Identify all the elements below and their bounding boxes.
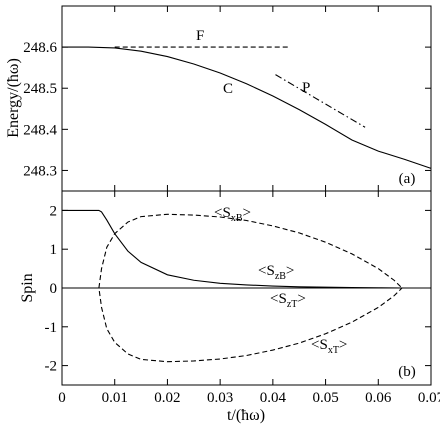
panel-a-series <box>62 46 432 169</box>
panel-b-label: (b) <box>398 364 416 380</box>
panel-a: 248.3 248.4 248.5 248.6 Energy/(ħω) (a) F C… <box>5 5 432 192</box>
panel-b-series-0-line <box>62 209 431 289</box>
panel-b-y-tick-label: 0 <box>50 281 58 297</box>
panel-b-series-3-line <box>62 287 403 363</box>
panel-b: -2 -1 0 1 2 0 0.01 0.02 0.03 0.04 0.05 0.06 0.07 Sp… <box>19 190 440 424</box>
x-axis-title: t/(ħω) <box>227 407 265 424</box>
panel-a-label: (a) <box>399 171 416 187</box>
panel-a-frame <box>61 5 432 192</box>
panel-b-x-tick-label: 0.07 <box>418 390 440 406</box>
panel-b-y-axis-title: Spin <box>19 273 36 302</box>
panel-b-y-tick-label: -2 <box>45 359 58 375</box>
series-label-szt: <SzT> <box>270 291 306 310</box>
panel-b-series-2-line <box>98 213 403 289</box>
panel-b-x-tick-label: 0.04 <box>260 390 287 406</box>
series-label-sxb: <SxB> <box>214 205 251 224</box>
panel-b-x-tick-label: 0.06 <box>365 390 392 406</box>
panel-a-y-tick-label: 248.6 <box>23 40 57 56</box>
panel-b-x-ticks: 0 0.01 0.02 0.03 0.04 0.05 0.06 0.07 <box>58 191 440 406</box>
panel-b-x-tick-label: 0 <box>58 390 66 406</box>
panel-b-y-tick-label: 2 <box>50 203 58 219</box>
panel-a-y-tick-label: 248.5 <box>23 81 57 97</box>
panel-b-x-tick-label: 0.01 <box>102 390 128 406</box>
panel-b-series <box>62 209 431 363</box>
series-label-szb: <SzB> <box>258 263 294 282</box>
panel-a-series-0-line <box>62 46 432 169</box>
panel-b-y-tick-label: 1 <box>50 242 58 258</box>
panel-b-x-tick-label: 0.03 <box>207 390 233 406</box>
series-label-f: F <box>196 28 204 44</box>
panel-b-y-ticks: -2 -1 0 1 2 <box>45 203 431 375</box>
panel-a-y-tick-label: 248.4 <box>23 122 57 138</box>
series-label-c: C <box>223 81 233 97</box>
series-label-p: P <box>302 80 310 96</box>
panel-b-y-tick-label: -1 <box>45 320 58 336</box>
panel-a-series-2-line <box>275 74 366 128</box>
series-label-sxt: <SxT> <box>311 337 347 356</box>
panel-b-x-tick-label: 0.02 <box>154 390 180 406</box>
panel-a-y-axis-title: Energy/(ħω) <box>5 58 22 138</box>
panel-b-x-tick-label: 0.05 <box>312 390 338 406</box>
panel-a-y-tick-label: 248.3 <box>23 163 57 179</box>
panel-a-y-ticks: 248.3 248.4 248.5 248.6 <box>23 6 432 191</box>
